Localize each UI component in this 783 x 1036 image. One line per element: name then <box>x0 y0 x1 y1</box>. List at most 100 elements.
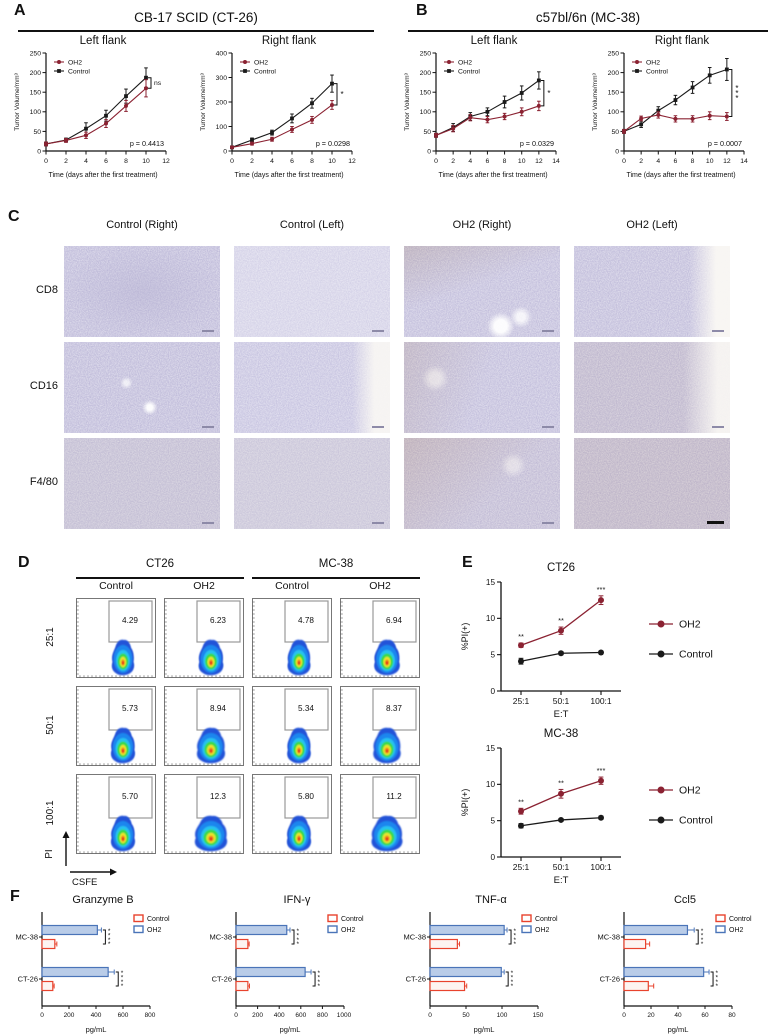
ihc-col-control-left: Control (Left) <box>279 219 345 231</box>
f-chart-granzymeb-title: Granzyme B <box>72 894 134 906</box>
svg-text:25:1: 25:1 <box>513 696 530 706</box>
svg-text:pg/mL: pg/mL <box>474 1025 495 1034</box>
svg-text:8: 8 <box>691 158 695 165</box>
svg-text:OH2: OH2 <box>458 59 472 66</box>
flow-plot: 8.94 <box>164 686 244 766</box>
svg-text:*: * <box>716 979 719 986</box>
svg-text:*: * <box>701 941 704 948</box>
svg-text:*: * <box>297 941 300 948</box>
svg-text:150: 150 <box>608 90 620 97</box>
svg-text:Tumor Volume/mm³: Tumor Volume/mm³ <box>14 72 21 130</box>
svg-text:0: 0 <box>490 687 495 696</box>
svg-text:50:1: 50:1 <box>553 862 570 872</box>
svg-text:**: ** <box>558 616 564 625</box>
ihc-col-control-right: Control (Right) <box>106 219 178 231</box>
flow-plot: 4.29 <box>76 598 156 678</box>
chart-b-left-subtitle: Left flank <box>470 35 518 47</box>
svg-text:4: 4 <box>656 158 660 165</box>
svg-text:10: 10 <box>142 158 150 165</box>
ihc-image-f480-col3 <box>574 438 730 529</box>
svg-text:10: 10 <box>706 158 714 165</box>
ihc-image-cd16-col0 <box>64 342 220 433</box>
svg-text:*: * <box>121 979 124 986</box>
flow-col-oh2-1: OH2 <box>193 580 215 592</box>
svg-text:600: 600 <box>295 1012 306 1019</box>
panel-b: c57bl/6n (MC-38) Left flank 0 50 100 150 200… <box>400 4 776 192</box>
svg-text:250: 250 <box>420 50 432 57</box>
svg-text:10: 10 <box>486 780 496 789</box>
svg-text:100: 100 <box>420 109 432 116</box>
flow-plot: 5.34 <box>252 686 332 766</box>
svg-text:Control: Control <box>679 649 713 661</box>
svg-text:*: * <box>701 937 704 944</box>
svg-text:50: 50 <box>611 129 619 136</box>
flow-column-headers: Control OH2 Control OH2 <box>76 580 420 592</box>
svg-text:200: 200 <box>252 1012 263 1019</box>
svg-text:**: ** <box>558 778 564 787</box>
svg-text:8.94: 8.94 <box>210 704 226 713</box>
svg-text:*: * <box>511 974 514 981</box>
f-chart-ccl5: 0 20 40 60 80pg/mLMC-38****CT-26****ControlO… <box>597 912 752 1034</box>
svg-text:0: 0 <box>622 1012 626 1019</box>
panel-a-label: A <box>14 2 26 19</box>
svg-text:150: 150 <box>30 90 42 97</box>
chart-a-right-block: Right flank 0 100 200 300 400 0 2 4 6 8 10 12 Tumor … <box>196 32 382 192</box>
ihc-image-cd16-col1 <box>234 342 390 433</box>
svg-text:**: ** <box>518 797 524 806</box>
svg-text:5.70: 5.70 <box>122 792 138 801</box>
flow-plot: 4.78 <box>252 598 332 678</box>
svg-text:Time (days after the first tre: Time (days after the first treatment) <box>234 172 343 179</box>
ihc-row-cd16: CD16 <box>29 380 58 392</box>
svg-text:OH2: OH2 <box>341 927 356 934</box>
svg-text:0: 0 <box>40 1012 44 1019</box>
svg-text:MC-38: MC-38 <box>15 933 38 942</box>
svg-text:0: 0 <box>44 158 48 165</box>
svg-text:50:1: 50:1 <box>553 696 570 706</box>
svg-text:Control: Control <box>147 916 170 923</box>
svg-text:800: 800 <box>145 1012 156 1019</box>
panel-e-label: E <box>462 554 473 571</box>
svg-text:10: 10 <box>328 158 336 165</box>
svg-text:ns: ns <box>154 80 162 87</box>
svg-text:*: * <box>514 928 517 935</box>
svg-text:pg/mL: pg/mL <box>280 1025 301 1034</box>
svg-text:2: 2 <box>451 158 455 165</box>
svg-text:10: 10 <box>486 614 496 623</box>
svg-text:*: * <box>121 983 124 990</box>
svg-text:2: 2 <box>639 158 643 165</box>
svg-text:*: * <box>108 941 111 948</box>
svg-text:5.34: 5.34 <box>298 704 314 713</box>
svg-text:*: * <box>511 979 514 986</box>
svg-text:Control: Control <box>254 68 276 75</box>
svg-text:50: 50 <box>33 129 41 136</box>
ihc-image-cd16-col2 <box>404 342 560 433</box>
svg-text:6: 6 <box>674 158 678 165</box>
svg-text:5.80: 5.80 <box>298 792 314 801</box>
ihc-image-cd8-col2 <box>404 246 560 337</box>
svg-text:*: * <box>514 932 517 939</box>
flow-y-axis-label: PI <box>44 849 55 858</box>
svg-text:14: 14 <box>740 158 748 165</box>
svg-text:OH2: OH2 <box>254 59 268 66</box>
svg-text:0: 0 <box>434 158 438 165</box>
svg-text:*: * <box>514 937 517 944</box>
svg-text:11.2: 11.2 <box>386 792 402 801</box>
svg-text:15: 15 <box>486 578 496 587</box>
svg-text:100: 100 <box>497 1012 508 1019</box>
flow-panel: CT26 MC-38 Control OH2 Control OH2 25:1 … <box>16 552 450 892</box>
svg-text:80: 80 <box>728 1012 736 1019</box>
svg-text:6: 6 <box>104 158 108 165</box>
flow-row-50-1: 50:1 <box>45 715 56 735</box>
svg-text:8: 8 <box>124 158 128 165</box>
svg-text:300: 300 <box>216 75 228 82</box>
chart-b-left-block: Left flank 0 50 100 150 200 250 0 2 4 6 8 10 12 14 Tum… <box>400 32 588 192</box>
panel-d-label: D <box>18 554 30 571</box>
f-chart-tnfa-title: TNF-α <box>475 894 507 906</box>
svg-text:*: * <box>297 937 300 944</box>
svg-text:Time (days after the first tre: Time (days after the first treatment) <box>48 172 157 179</box>
svg-text:4: 4 <box>468 158 472 165</box>
svg-text:20: 20 <box>647 1012 655 1019</box>
f-charts-row: Granzyme B 0 200 400 600 800 pg/mL MC-38 * * * * CT… <box>6 894 782 1036</box>
svg-text:***: *** <box>597 766 606 775</box>
svg-text:*: * <box>297 928 300 935</box>
